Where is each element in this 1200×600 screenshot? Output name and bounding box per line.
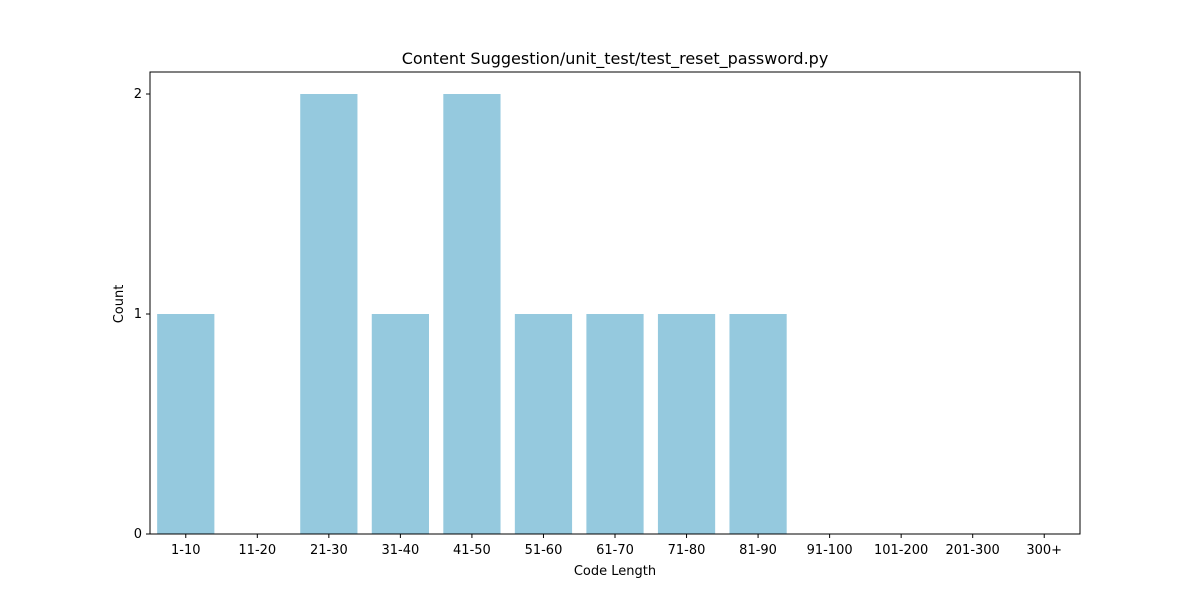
x-tick-label: 51-60 xyxy=(525,543,563,558)
bars-layer xyxy=(157,94,787,534)
x-tick-label: 101-200 xyxy=(874,543,928,558)
x-tick-label: 31-40 xyxy=(381,543,419,558)
x-tick-label: 81-90 xyxy=(739,543,777,558)
x-tick-label: 61-70 xyxy=(596,543,634,558)
bar-41-50 xyxy=(443,94,501,534)
x-tick-label: 201-300 xyxy=(946,543,1000,558)
y-tick-label: 1 xyxy=(134,307,142,322)
bar-71-80 xyxy=(657,314,716,534)
bar-61-70 xyxy=(586,314,644,534)
x-tick-label: 300+ xyxy=(1026,543,1062,558)
x-tick-label: 1-10 xyxy=(171,543,201,558)
bar-81-90 xyxy=(729,314,787,534)
x-tick-label: 91-100 xyxy=(807,543,853,558)
axes-layer: 1-10 11-20 21-30 31-40 41-50 51-60 61-70 71-80 8… xyxy=(134,71,1081,558)
y-tick-label: 0 xyxy=(134,527,142,542)
x-tick-label: 21-30 xyxy=(310,543,348,558)
x-tick-label: 41-50 xyxy=(453,543,491,558)
chart-title: Content Suggestion/unit_test/test_reset_… xyxy=(402,49,829,69)
x-tick-label: 71-80 xyxy=(668,543,706,558)
x-tick-label: 11-20 xyxy=(238,543,276,558)
bar-1-10 xyxy=(157,314,215,534)
x-axis-title: Code Length xyxy=(574,564,656,579)
plot-frame xyxy=(149,71,1081,535)
bar-21-30 xyxy=(300,94,358,534)
bar-51-60 xyxy=(514,314,573,534)
y-tick-label: 2 xyxy=(134,87,142,102)
y-axis-title: Count xyxy=(112,285,127,324)
bar-31-40 xyxy=(371,314,429,534)
